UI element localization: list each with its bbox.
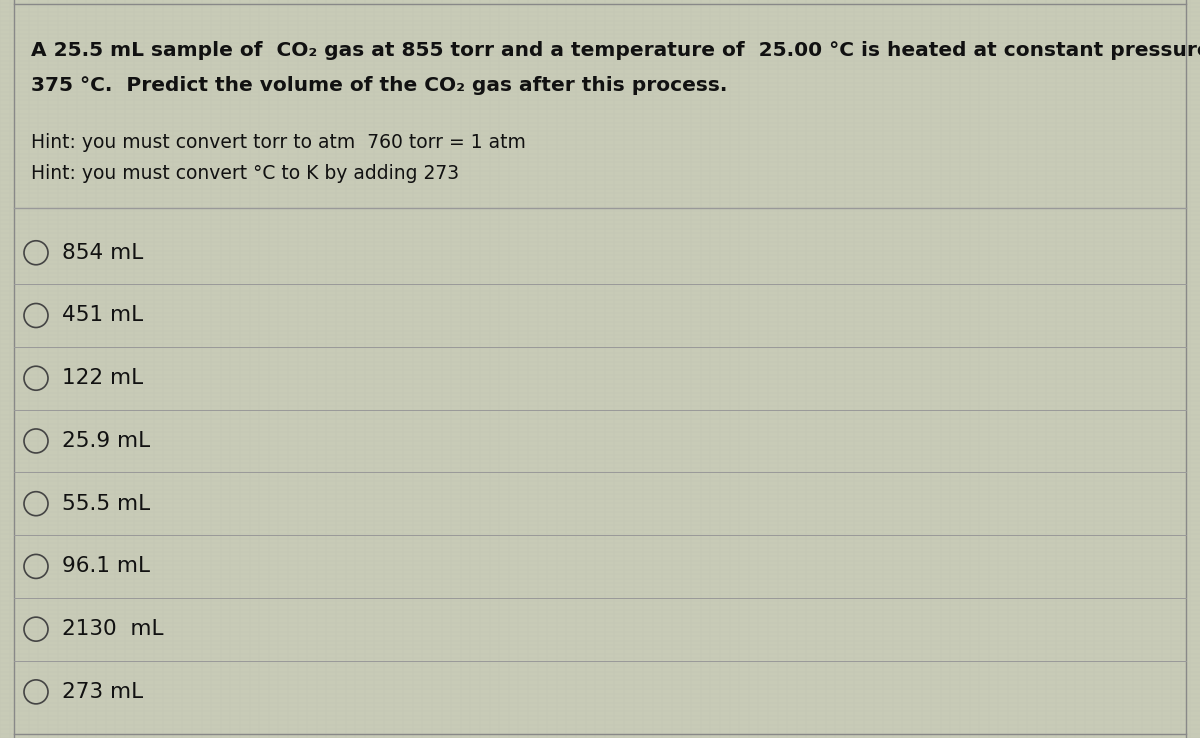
Text: 273 mL: 273 mL — [62, 682, 144, 702]
Text: 96.1 mL: 96.1 mL — [62, 556, 150, 576]
Text: 375 °C.  Predict the volume of the CO₂ gas after this process.: 375 °C. Predict the volume of the CO₂ ga… — [31, 76, 727, 95]
Text: 451 mL: 451 mL — [62, 306, 144, 325]
Text: Hint: you must convert °C to K by adding 273: Hint: you must convert °C to K by adding… — [31, 164, 460, 183]
Text: 25.9 mL: 25.9 mL — [62, 431, 150, 451]
Text: 122 mL: 122 mL — [62, 368, 144, 388]
Text: A 25.5 mL sample of  CO₂ gas at 855 torr and a temperature of  25.00 °C is heate: A 25.5 mL sample of CO₂ gas at 855 torr … — [31, 41, 1200, 60]
Text: 854 mL: 854 mL — [62, 243, 144, 263]
Text: 55.5 mL: 55.5 mL — [62, 494, 150, 514]
Text: Hint: you must convert torr to atm  760 torr = 1 atm: Hint: you must convert torr to atm 760 t… — [31, 133, 526, 152]
Text: 2130  mL: 2130 mL — [62, 619, 164, 639]
